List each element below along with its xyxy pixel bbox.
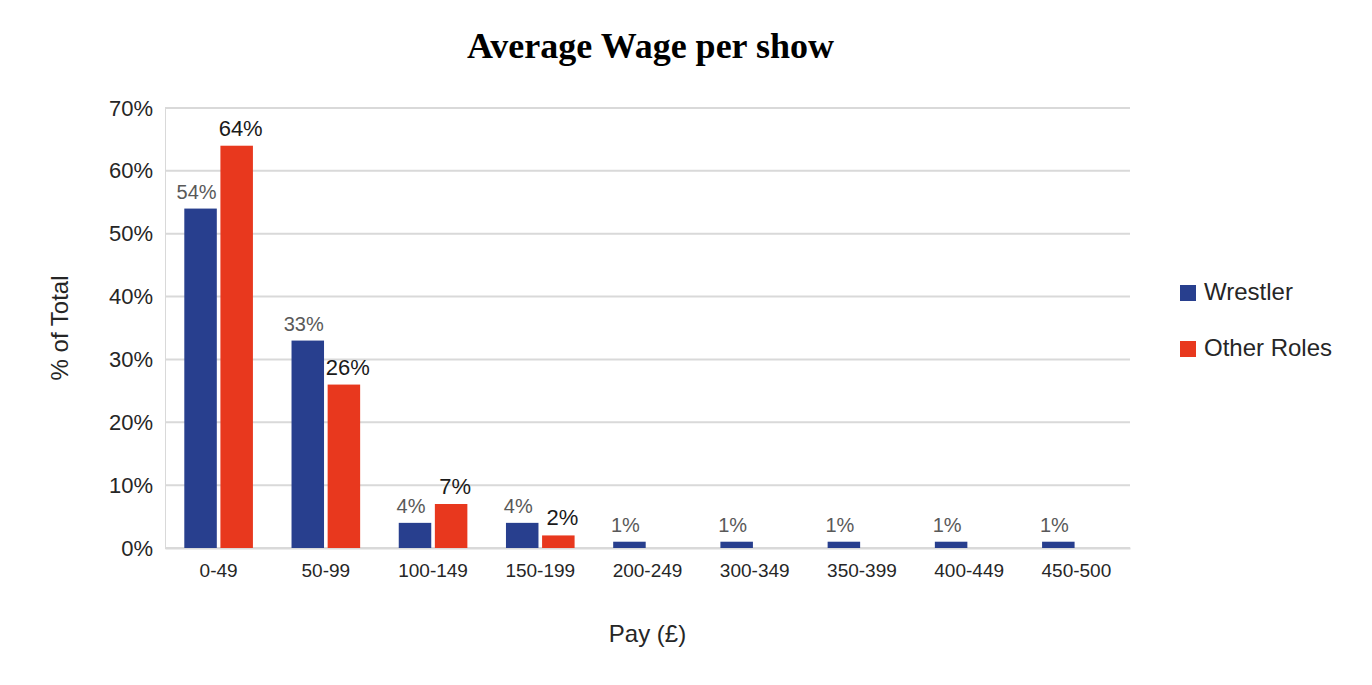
bars bbox=[184, 146, 1074, 548]
data-label: 4% bbox=[504, 495, 533, 517]
y-tick: 70% bbox=[109, 96, 165, 121]
x-tick: 50-99 bbox=[302, 560, 351, 581]
legend-swatch bbox=[1180, 285, 1196, 301]
data-label: 1% bbox=[1040, 514, 1069, 536]
bar bbox=[828, 542, 861, 548]
y-tick-label: 10% bbox=[109, 473, 153, 498]
bar bbox=[506, 523, 539, 548]
y-tick: 10% bbox=[109, 473, 165, 498]
x-tick-label: 350-399 bbox=[827, 560, 897, 581]
grid bbox=[165, 108, 1130, 548]
y-axis-line bbox=[165, 109, 166, 549]
y-tick-label: 40% bbox=[109, 284, 153, 309]
data-label: 7% bbox=[439, 474, 471, 499]
x-tick: 350-399 bbox=[827, 560, 897, 581]
y-axis-title: % of Total bbox=[46, 276, 73, 381]
bar bbox=[720, 542, 753, 548]
y-axis: 0% 10% 20% 30% 40% 50% 60% 70% bbox=[109, 96, 166, 561]
x-tick-label: 150-199 bbox=[505, 560, 575, 581]
data-label: 1% bbox=[825, 514, 854, 536]
x-tick: 200-249 bbox=[613, 560, 683, 581]
bar bbox=[292, 341, 325, 548]
x-tick: 300-349 bbox=[720, 560, 790, 581]
data-label: 54% bbox=[177, 181, 217, 203]
data-label: 2% bbox=[546, 505, 578, 530]
bar bbox=[613, 542, 646, 548]
y-tick-label: 20% bbox=[109, 410, 153, 435]
grid-line bbox=[165, 233, 1130, 235]
data-label: 1% bbox=[718, 514, 747, 536]
y-tick-label: 50% bbox=[109, 221, 153, 246]
x-tick: 100-149 bbox=[398, 560, 468, 581]
y-tick-label: 30% bbox=[109, 347, 153, 372]
legend-label: Wrestler bbox=[1204, 278, 1293, 305]
bar bbox=[542, 535, 575, 548]
bar bbox=[1042, 542, 1075, 548]
y-tick: 30% bbox=[109, 347, 165, 372]
bar bbox=[435, 504, 468, 548]
x-axis: 0-49 50-99 100-149 150-199 200-249 300-349 350… bbox=[166, 549, 1131, 582]
chart: 0% 10% 20% 30% 40% 50% 60% 70% 0-49 50-99 100-149 1… bbox=[0, 0, 1372, 685]
data-label: 1% bbox=[611, 514, 640, 536]
x-tick-label: 200-249 bbox=[613, 560, 683, 581]
bar bbox=[399, 523, 432, 548]
y-tick-label: 70% bbox=[109, 96, 153, 121]
y-tick: 40% bbox=[109, 284, 165, 309]
legend-swatch bbox=[1180, 341, 1196, 357]
x-tick: 400-449 bbox=[934, 560, 1004, 581]
y-tick-label: 0% bbox=[121, 536, 153, 561]
data-label: 4% bbox=[397, 495, 426, 517]
grid-line bbox=[165, 296, 1130, 298]
x-tick-label: 450-500 bbox=[1042, 560, 1112, 581]
legend-label: Other Roles bbox=[1204, 334, 1332, 361]
bar bbox=[220, 146, 253, 548]
legend-item: Other Roles bbox=[1180, 334, 1332, 361]
x-tick-label: 50-99 bbox=[302, 560, 351, 581]
legend-item: Wrestler bbox=[1180, 278, 1293, 305]
x-tick: 450-500 bbox=[1042, 560, 1112, 581]
title: Average Wage per show bbox=[467, 26, 834, 66]
x-tick: 150-199 bbox=[505, 560, 575, 581]
grid-line bbox=[165, 107, 1130, 109]
x-axis-title: Pay (£) bbox=[609, 620, 686, 647]
data-label: 1% bbox=[933, 514, 962, 536]
y-tick: 60% bbox=[109, 158, 165, 183]
data-label: 26% bbox=[326, 355, 370, 380]
y-tick: 0% bbox=[121, 536, 165, 561]
grid-line bbox=[165, 170, 1130, 172]
y-tick: 50% bbox=[109, 221, 165, 246]
y-tick: 20% bbox=[109, 410, 165, 435]
x-tick-label: 400-449 bbox=[934, 560, 1004, 581]
data-label: 64% bbox=[219, 116, 263, 141]
data-label: 33% bbox=[284, 313, 324, 335]
bar bbox=[184, 209, 217, 548]
bar bbox=[935, 542, 968, 548]
x-tick: 0-49 bbox=[200, 560, 238, 581]
data-labels: 54% 33% 4% 4% 1% 1% 1% 1% 1% 64% 26% 7% 2% bbox=[177, 116, 1069, 536]
y-tick-label: 60% bbox=[109, 158, 153, 183]
x-tick-label: 100-149 bbox=[398, 560, 468, 581]
x-tick-label: 300-349 bbox=[720, 560, 790, 581]
bar bbox=[328, 385, 361, 548]
legend: Wrestler Other Roles bbox=[1180, 278, 1332, 361]
x-tick-label: 0-49 bbox=[200, 560, 238, 581]
